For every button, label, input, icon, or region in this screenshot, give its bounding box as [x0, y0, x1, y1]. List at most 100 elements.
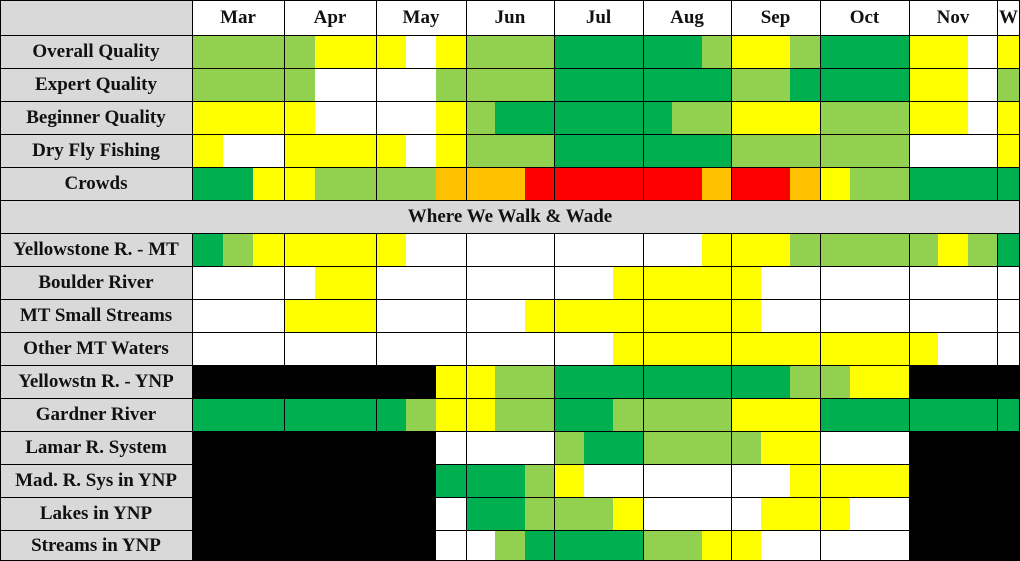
- heatmap-cell: [938, 398, 969, 431]
- heatmap-cell: [731, 431, 762, 464]
- heatmap-cell: [849, 398, 880, 431]
- row-label: Yellowstn R. - YNP: [0, 365, 192, 398]
- heatmap-cell: [466, 68, 496, 101]
- heatmap-cell: [731, 35, 762, 68]
- heatmap-cell: [524, 35, 555, 68]
- heatmap-cell: [643, 68, 673, 101]
- heatmap-cell: [376, 398, 407, 431]
- heatmap-cell: [436, 134, 467, 167]
- heatmap-cell: [643, 332, 673, 365]
- heatmap-cell: [345, 530, 377, 561]
- grid-line: [731, 233, 732, 561]
- heatmap-cell: [436, 299, 467, 332]
- heatmap-cell: [672, 431, 703, 464]
- heatmap-cell: [495, 233, 526, 266]
- heatmap-cell: [909, 167, 939, 200]
- row-label: Lakes in YNP: [0, 497, 192, 530]
- month-header-w: W: [997, 0, 1020, 35]
- heatmap-cell: [466, 464, 496, 497]
- heatmap-cell: [524, 464, 555, 497]
- heatmap-cell: [436, 35, 467, 68]
- heatmap-cell: [192, 365, 224, 398]
- heatmap-cell: [314, 101, 346, 134]
- heatmap-cell: [253, 68, 285, 101]
- grid-line: [466, 233, 467, 561]
- heatmap-cell: [790, 365, 821, 398]
- heatmap-cell: [222, 299, 254, 332]
- heatmap-cell: [820, 431, 851, 464]
- heatmap-cell: [643, 365, 673, 398]
- grid-line: [284, 233, 285, 561]
- heatmap-cell: [967, 233, 998, 266]
- heatmap-cell: [672, 299, 703, 332]
- heatmap-cell: [938, 68, 969, 101]
- heatmap-cell: [314, 233, 346, 266]
- heatmap-cell: [701, 431, 732, 464]
- heatmap-cell: [495, 332, 526, 365]
- heatmap-cell: [849, 233, 880, 266]
- month-header-may: May: [376, 0, 466, 35]
- heatmap-cell: [938, 101, 969, 134]
- heatmap-cell: [406, 35, 437, 68]
- heatmap-cell: [222, 266, 254, 299]
- heatmap-cell: [997, 431, 1020, 464]
- heatmap-cell: [879, 365, 910, 398]
- heatmap-cell: [554, 101, 585, 134]
- heatmap-cell: [613, 68, 644, 101]
- heatmap-cell: [583, 233, 614, 266]
- grid-line: [0, 0, 1, 200]
- row-label: Gardner River: [0, 398, 192, 431]
- heatmap-cell: [554, 35, 585, 68]
- heatmap-cell: [554, 233, 585, 266]
- heatmap-cell: [192, 530, 224, 561]
- heatmap-cell: [879, 35, 910, 68]
- heatmap-cell: [967, 101, 998, 134]
- heatmap-cell: [820, 398, 851, 431]
- heatmap-cell: [583, 299, 614, 332]
- heatmap-cell: [879, 134, 910, 167]
- heatmap-cell: [406, 530, 437, 561]
- heatmap-cell: [345, 101, 377, 134]
- heatmap-cell: [967, 266, 998, 299]
- heatmap-cell: [997, 365, 1020, 398]
- heatmap-cell: [820, 497, 851, 530]
- heatmap-cell: [820, 101, 851, 134]
- heatmap-cell: [820, 167, 851, 200]
- heatmap-cell: [849, 68, 880, 101]
- heatmap-cell: [613, 464, 644, 497]
- heatmap-cell: [466, 167, 496, 200]
- heatmap-cell: [583, 266, 614, 299]
- heatmap-cell: [643, 497, 673, 530]
- heatmap-cell: [436, 431, 467, 464]
- heatmap-cell: [701, 134, 732, 167]
- grid-line: [0, 299, 1020, 300]
- heatmap-cell: [731, 167, 762, 200]
- heatmap-cell: [253, 431, 285, 464]
- heatmap-cell: [436, 233, 467, 266]
- heatmap-cell: [909, 497, 939, 530]
- heatmap-cell: [466, 332, 496, 365]
- heatmap-cell: [643, 35, 673, 68]
- heatmap-cell: [701, 233, 732, 266]
- heatmap-cell: [731, 233, 762, 266]
- heatmap-cell: [436, 332, 467, 365]
- heatmap-cell: [554, 464, 585, 497]
- grid-line: [554, 0, 555, 200]
- heatmap-cell: [643, 299, 673, 332]
- heatmap-cell: [376, 497, 407, 530]
- month-header-aug: Aug: [643, 0, 731, 35]
- grid-line: [554, 233, 555, 561]
- row-label: Expert Quality: [0, 68, 192, 101]
- grid-line: [0, 530, 1020, 531]
- heatmap-cell: [253, 266, 285, 299]
- heatmap-cell: [284, 431, 316, 464]
- grid-line: [0, 167, 1020, 168]
- heatmap-cell: [701, 332, 732, 365]
- grid-line: [909, 233, 910, 561]
- heatmap-cell: [406, 68, 437, 101]
- heatmap-cell: [997, 68, 1020, 101]
- heatmap-cell: [436, 167, 467, 200]
- heatmap-cell: [997, 101, 1020, 134]
- heatmap-cell: [524, 299, 555, 332]
- heatmap-cell: [192, 35, 224, 68]
